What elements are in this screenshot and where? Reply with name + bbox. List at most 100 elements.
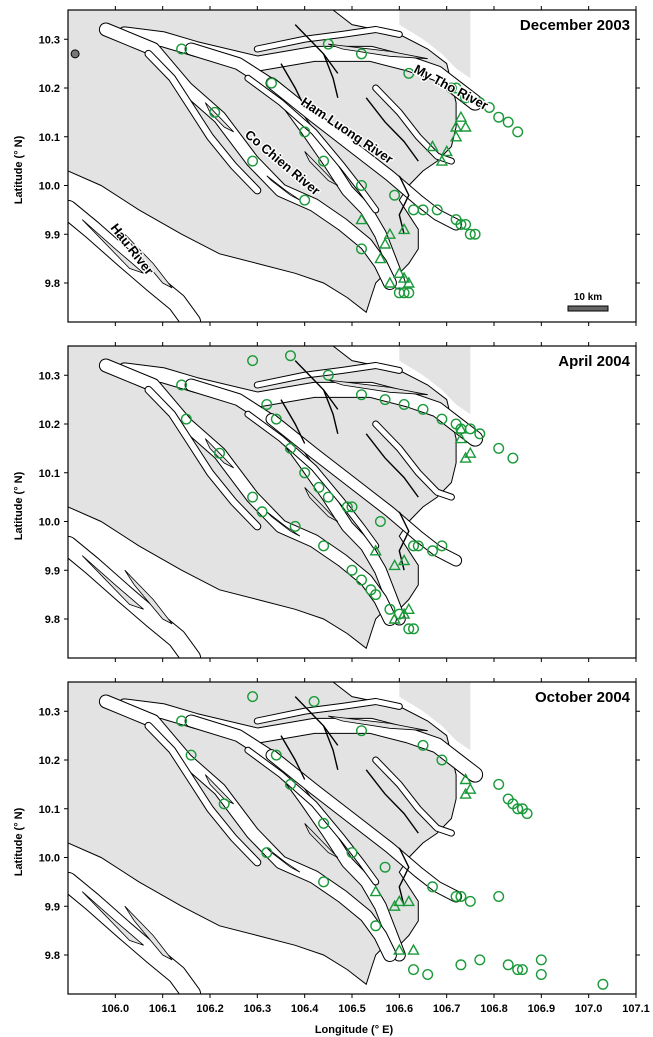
river-channel-3 xyxy=(99,23,396,289)
station-circle-marker xyxy=(265,77,277,89)
station-triangle-marker xyxy=(383,276,397,288)
station-circle-marker xyxy=(247,355,259,367)
station-circle-marker xyxy=(408,540,420,552)
canal-4 xyxy=(280,735,306,780)
canal-1 xyxy=(294,360,339,410)
y-tick-label: 10.3 xyxy=(39,706,60,718)
station-triangle-marker xyxy=(355,213,368,225)
station-circle-marker xyxy=(464,895,476,907)
station-circle-marker xyxy=(445,82,457,94)
station-triangle-marker xyxy=(454,110,468,122)
station-circle-marker xyxy=(436,540,448,552)
station-triangle-marker xyxy=(464,446,477,458)
y-tick-label: 10.2 xyxy=(39,83,60,95)
station-circle-marker xyxy=(299,126,311,138)
station-circle-marker xyxy=(289,520,301,532)
y-tick-label: 9.9 xyxy=(45,901,60,913)
station-triangle-marker xyxy=(464,782,477,794)
station-circle-marker xyxy=(398,399,410,411)
station-circle-marker xyxy=(450,82,462,94)
y-axis-title-panel-1: Latitude (° N) xyxy=(13,135,25,204)
map-background xyxy=(68,682,636,994)
station-circle-marker xyxy=(176,715,188,727)
station-triangle-marker xyxy=(369,544,382,556)
coastal-land xyxy=(399,346,471,415)
station-circle-marker xyxy=(209,106,221,118)
station-triangle-marker xyxy=(449,130,463,142)
station-circle-marker xyxy=(535,954,547,966)
station-circle-marker xyxy=(597,978,609,990)
station-circle-marker xyxy=(455,890,467,902)
station-triangle-marker xyxy=(449,120,463,132)
station-circle-marker xyxy=(356,243,368,255)
station-circle-marker xyxy=(455,959,467,971)
river-channel-6 xyxy=(254,27,402,52)
station-circle-marker xyxy=(417,739,429,751)
station-circle-marker xyxy=(261,399,273,411)
station-triangle-marker xyxy=(383,227,397,239)
station-circle-marker xyxy=(403,67,415,79)
station-circle-marker xyxy=(436,754,448,766)
river-channel-9 xyxy=(145,386,261,530)
station-triangle-marker xyxy=(393,894,406,907)
station-circle-marker xyxy=(247,491,259,503)
map-background xyxy=(68,346,636,658)
station-circle-marker xyxy=(218,798,230,810)
river-island-5 xyxy=(124,569,173,625)
y-tick-label: 10.3 xyxy=(39,370,60,382)
panel-title: October 2004 xyxy=(535,689,631,706)
station-triangle-marker xyxy=(402,894,415,907)
station-triangle-marker xyxy=(407,943,420,955)
station-triangle-marker xyxy=(454,422,468,434)
station-circle-marker xyxy=(464,423,476,435)
station-circle-marker xyxy=(460,218,472,230)
river-channel-2 xyxy=(185,379,405,625)
x-axis-title: Longitude (° E) xyxy=(315,1024,394,1036)
y-tick-label: 9.8 xyxy=(45,950,60,962)
station-circle-marker xyxy=(474,97,486,109)
river-island-5 xyxy=(124,233,173,289)
station-triangle-marker xyxy=(426,140,439,152)
y-tick-label: 9.8 xyxy=(45,278,60,290)
station-circle-marker xyxy=(521,808,533,820)
station-circle-marker xyxy=(299,194,311,206)
station-circle-marker xyxy=(493,442,505,454)
river-island-2 xyxy=(204,102,234,133)
station-circle-marker xyxy=(512,803,524,815)
station-circle-marker xyxy=(384,603,396,615)
station-circle-marker xyxy=(512,964,524,976)
station-circle-marker xyxy=(270,413,282,425)
x-tick-label: 106.8 xyxy=(480,1003,508,1015)
station-circle-marker xyxy=(322,38,334,50)
station-circle-marker xyxy=(460,92,472,104)
scale-bar-label: 10 km xyxy=(574,292,602,303)
river-island-3 xyxy=(304,151,339,186)
station-circle-marker xyxy=(417,204,429,216)
y-tick-label: 10.2 xyxy=(39,419,60,431)
river-island-1 xyxy=(328,379,428,396)
y-tick-label: 10.0 xyxy=(39,853,60,865)
station-circle-marker xyxy=(493,111,505,123)
panel-title: April 2004 xyxy=(558,353,630,370)
station-circle-marker xyxy=(408,623,420,635)
canal-3 xyxy=(365,433,419,498)
canal-2 xyxy=(322,389,339,434)
station-circle-marker xyxy=(370,589,382,601)
station-circle-marker xyxy=(507,452,519,464)
station-circle-marker xyxy=(483,101,495,113)
river-island-4 xyxy=(81,891,144,946)
y-tick-label: 9.8 xyxy=(45,614,60,626)
y-tick-label: 9.9 xyxy=(45,565,60,577)
station-circle-marker xyxy=(403,287,415,299)
station-triangle-marker xyxy=(435,154,449,166)
canal-2 xyxy=(322,53,339,98)
station-circle-marker xyxy=(346,501,358,513)
x-tick-label: 106.7 xyxy=(433,1003,461,1015)
x-tick-label: 107.0 xyxy=(575,1003,603,1015)
station-circle-marker xyxy=(408,964,420,976)
station-circle-marker xyxy=(284,442,296,454)
station-triangle-marker xyxy=(459,120,472,132)
y-tick-label: 10.0 xyxy=(39,517,60,529)
y-tick-label: 10.3 xyxy=(39,34,60,46)
